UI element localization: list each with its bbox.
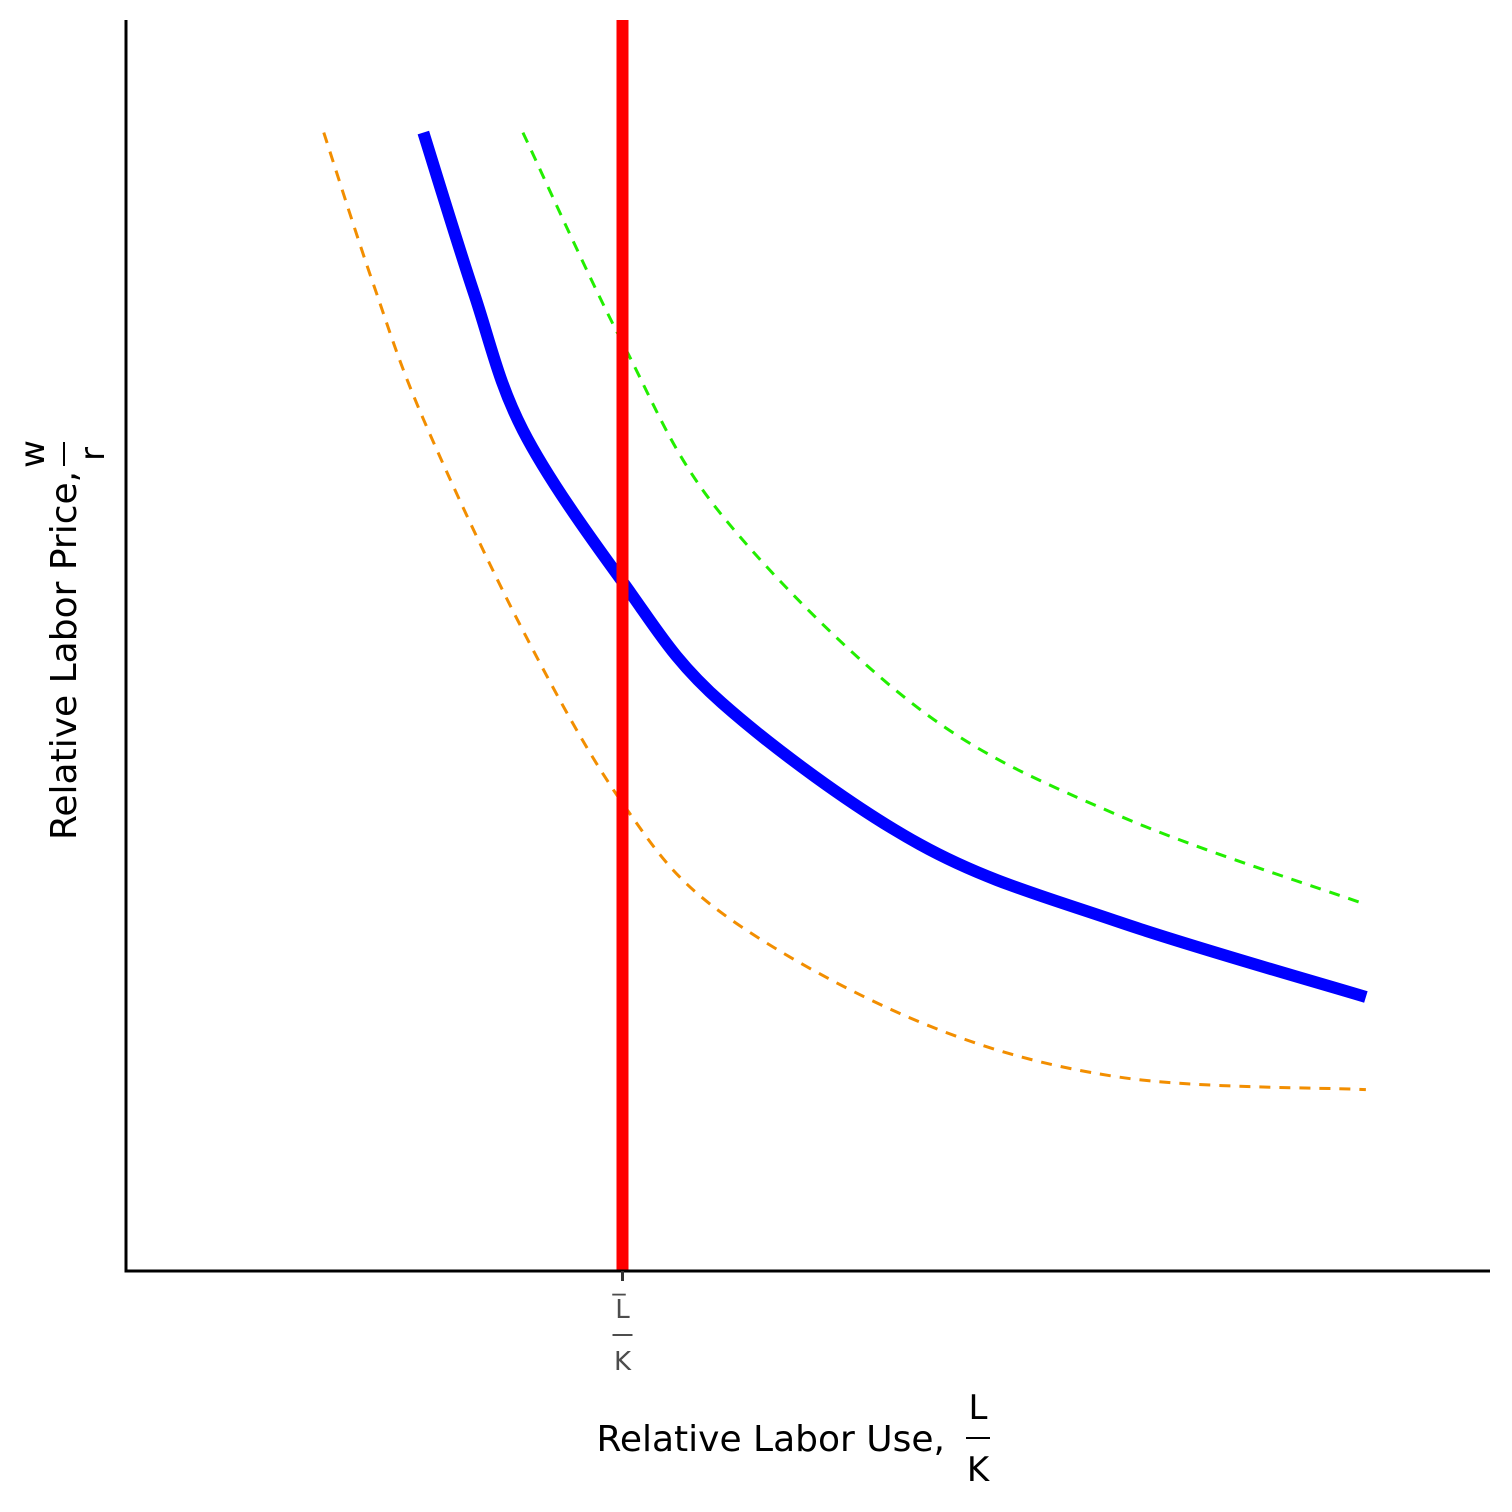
y-axis-label-numerator: w — [13, 440, 53, 468]
x-axis-label-denominator: K — [967, 1450, 991, 1490]
series-2-line — [417, 130, 1368, 1003]
x-axis-label: Relative Labor Use, — [596, 1419, 945, 1460]
y-axis-label-denominator: r — [73, 447, 113, 461]
y-axis-label: Relative Labor Price, — [44, 471, 85, 840]
x-axis-title: Relative Labor Use, L K — [596, 1388, 990, 1490]
x-ticks: L̅ K — [612, 1271, 633, 1377]
y-axis-title: Relative Labor Price, w r — [13, 440, 113, 840]
x-axis-label-numerator: L — [969, 1388, 988, 1428]
series-3-line — [521, 131, 1367, 906]
x-tick-label-numerator-1: L̅ — [612, 1293, 631, 1325]
curves-layer — [322, 20, 1368, 1271]
x-tick-label-denominator-1: K — [614, 1347, 632, 1377]
